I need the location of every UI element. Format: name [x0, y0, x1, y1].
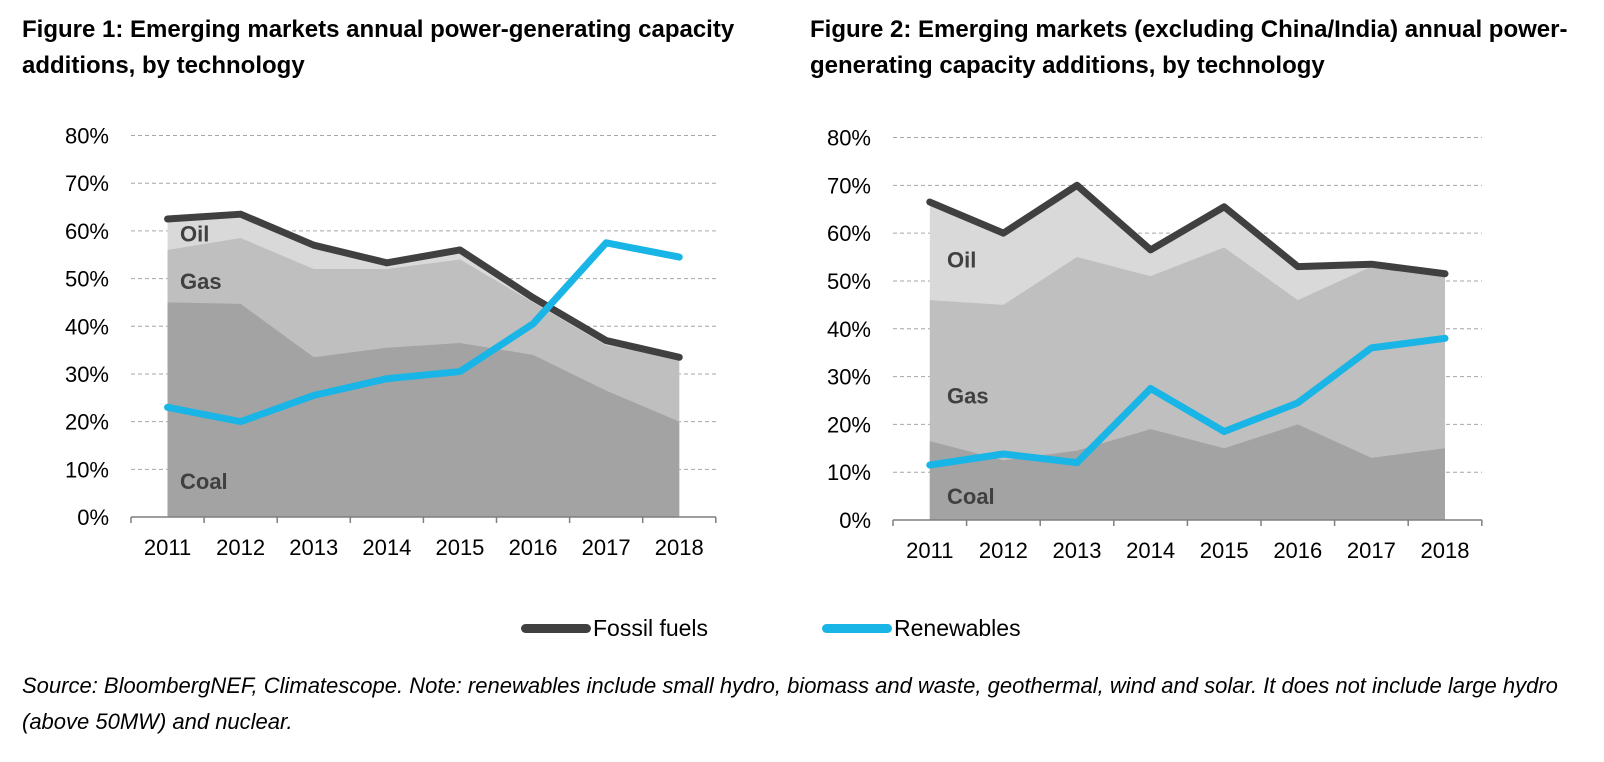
- fig2-x-tick-label: 2016: [1273, 538, 1322, 563]
- fig2-y-tick-label: 30%: [827, 365, 871, 390]
- fig1-y-tick-label: 20%: [65, 410, 109, 435]
- fig2-x-tick-label: 2011: [906, 538, 953, 563]
- fig1-x-tick-label: 2018: [655, 535, 704, 560]
- fig2-coal-area: [929, 424, 1445, 520]
- fig1-x-tick-label: 2016: [509, 535, 558, 560]
- fig2-x-tick-label: 2017: [1347, 538, 1396, 563]
- fig1-y-tick-label: 80%: [65, 124, 109, 149]
- fig2-y-tick-label: 70%: [827, 173, 871, 198]
- fig2-x-tick-label: 2015: [1200, 538, 1249, 563]
- fig2-x-tick-label: 2014: [1126, 538, 1175, 563]
- fig1-y-tick-label: 30%: [65, 362, 109, 387]
- fig2-renewables-line: [926, 334, 1449, 469]
- fig2-y-tick-label: 50%: [827, 269, 871, 294]
- legend-label-renewables: Renewables: [894, 615, 1021, 641]
- fig2-y-tick-label: 20%: [827, 412, 871, 437]
- fig1-coal-area-label: Coal: [180, 469, 228, 494]
- fig2-fossil-fuels-line: [926, 181, 1449, 278]
- fig1-x-tick-label: 2012: [216, 535, 265, 560]
- fig2-coal-area-label: Coal: [947, 484, 995, 509]
- figure-2-title: Figure 2: Emerging markets (excluding Ch…: [810, 16, 1568, 79]
- fig1-fossil-fuels-line: [164, 210, 683, 361]
- fig1-y-tick-label: 50%: [65, 267, 109, 292]
- legend-item-renewables: Renewables: [822, 615, 1021, 642]
- fig1-x-tick-label: 2011: [144, 535, 191, 560]
- figure-1-chart: 0% 10% 20% 30% 40% 50% 60% 70% 80% Oil Gas Coal 2011…: [65, 124, 717, 560]
- fig1-y-tick-label: 70%: [65, 171, 109, 196]
- fig1-y-tick-label: 60%: [65, 219, 109, 244]
- fig1-x-tick-label: 2015: [435, 535, 484, 560]
- fig1-y-tick-label: 0%: [77, 505, 109, 530]
- fig1-y-tick-label: 10%: [65, 457, 109, 482]
- fig1-coal-area: [167, 302, 680, 517]
- legend-swatch-renewables: [822, 624, 892, 633]
- figure-2-chart: 0% 10% 20% 30% 40% 50% 60% 70% 80% Oil Gas Coal 2011…: [827, 126, 1483, 563]
- figure-1-title: Figure 1: Emerging markets annual power-…: [22, 16, 735, 79]
- fig2-x-tick-label: 2013: [1053, 538, 1102, 563]
- fig2-y-tick-label: 10%: [827, 460, 871, 485]
- fig2-x-tick-label: 2018: [1421, 538, 1470, 563]
- legend-item-fossil-fuels: Fossil fuels: [521, 615, 708, 642]
- fig1-oil-area-label: Oil: [180, 221, 209, 246]
- legend-swatch-fossil-fuels: [521, 624, 591, 633]
- fig2-x-tick-label: 2012: [979, 538, 1028, 563]
- fig2-y-tick-label: 40%: [827, 317, 871, 342]
- fig1-x-tick-label: 2013: [289, 535, 338, 560]
- fig2-gas-area-label: Gas: [947, 384, 989, 409]
- fig1-y-tick-label: 40%: [65, 314, 109, 339]
- legend: Fossil fuels Renewables: [0, 615, 1604, 645]
- fig1-x-tick-label: 2014: [362, 535, 411, 560]
- legend-label-fossil-fuels: Fossil fuels: [593, 615, 709, 641]
- fig2-y-tick-label: 80%: [827, 126, 871, 151]
- fig1-gas-area-label: Gas: [180, 269, 222, 294]
- fig2-y-tick-label: 60%: [827, 221, 871, 246]
- fig1-x-tick-label: 2017: [582, 535, 631, 560]
- fig1-renewables-line: [164, 239, 683, 426]
- fig2-oil-area-label: Oil: [947, 247, 976, 272]
- source-note: Source: BloombergNEF, Climatescope. Note…: [22, 673, 1558, 734]
- fig2-y-tick-label: 0%: [839, 508, 871, 533]
